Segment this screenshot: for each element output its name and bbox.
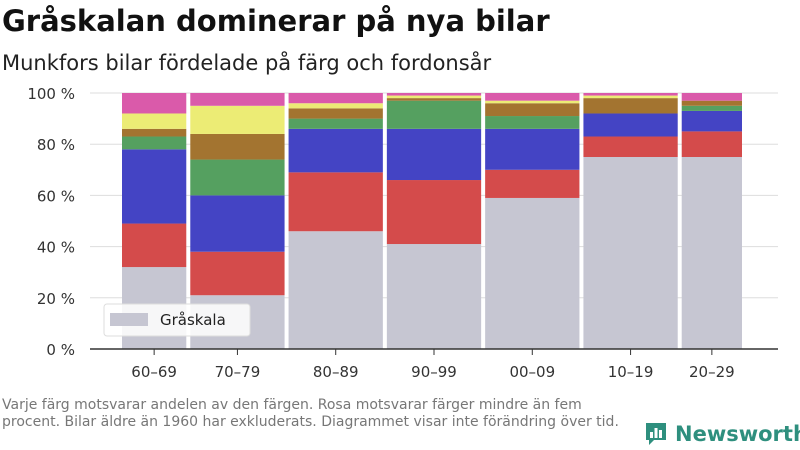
bar-segment	[485, 128, 580, 170]
axes: 0 % 20 % 40 % 60 % 80 % 100 % 60–69 70–79 80–89 9…	[27, 85, 778, 381]
bar-segment	[485, 103, 580, 117]
bar-segment	[122, 136, 187, 150]
bar-segment	[190, 105, 285, 134]
footnote: Varje färg motsvarar andelen av den färg…	[2, 397, 619, 430]
bar-segment	[485, 100, 580, 104]
bar-segment	[583, 93, 678, 96]
bar-segment	[681, 110, 742, 132]
x-tick-label: 10–19	[608, 363, 654, 381]
bar-segment	[288, 118, 383, 129]
bar-segment	[122, 93, 187, 114]
chart-subtitle: Munkfors bilar fördelade på färg och for…	[2, 51, 492, 75]
bar-segment	[288, 103, 383, 109]
bar-segment	[288, 172, 383, 232]
bar-segment	[681, 105, 742, 111]
bar-segment	[288, 128, 383, 173]
bar-segment	[681, 157, 742, 349]
bar-segment	[190, 133, 285, 160]
bar-segment	[485, 197, 580, 349]
bar-segment	[288, 231, 383, 349]
x-tick-label: 80–89	[313, 363, 359, 381]
y-tick-label: 20 %	[37, 290, 75, 308]
bar-segment	[485, 116, 580, 129]
brand-logo: Newsworthy	[644, 419, 800, 449]
y-tick-label: 80 %	[37, 136, 75, 154]
bar-segment	[583, 113, 678, 137]
bar-segment	[485, 169, 580, 198]
bar-segment	[386, 93, 482, 96]
legend: Gråskala	[103, 303, 251, 337]
bar-segment	[190, 93, 285, 106]
bar-segment	[583, 157, 678, 349]
bar-segment	[583, 98, 678, 114]
bar-chart-logo-icon	[646, 423, 666, 445]
bar-segment	[122, 149, 187, 224]
bar-segment	[122, 223, 187, 268]
y-tick-label: 0 %	[46, 341, 75, 359]
y-tick-label: 60 %	[37, 187, 75, 205]
brand-name: Newsworthy	[675, 422, 800, 446]
bar-segment	[681, 100, 742, 106]
y-tick-label: 100 %	[27, 85, 75, 103]
bar-segment	[288, 93, 383, 104]
x-tick-label: 70–79	[215, 363, 261, 381]
bar-segment	[386, 95, 482, 99]
bar-segment	[386, 100, 482, 129]
bar-segment	[386, 128, 482, 181]
bar-segment	[681, 93, 742, 101]
bar-segment	[681, 131, 742, 157]
legend-swatch	[110, 313, 148, 326]
bar-segment	[386, 98, 482, 101]
legend-box	[103, 303, 251, 337]
bar-segment	[190, 159, 285, 196]
bar-segment	[386, 180, 482, 245]
bar-segment	[583, 95, 678, 99]
bar-segment	[386, 244, 482, 349]
legend-label: Gråskala	[160, 311, 226, 329]
bar-segment	[122, 128, 187, 137]
stacked-bar-chart: 0 % 20 % 40 % 60 % 80 % 100 % 60–69 70–79 80–89 9…	[27, 85, 778, 381]
bar-segment	[190, 251, 285, 296]
x-tick-label: 20–29	[689, 363, 735, 381]
x-tick-label: 00–09	[509, 363, 555, 381]
bar-segment	[122, 113, 187, 129]
y-tick-label: 40 %	[37, 239, 75, 257]
bar-segment	[288, 108, 383, 119]
x-tick-label: 60–69	[131, 363, 177, 381]
bar-segment	[190, 195, 285, 252]
bar-segment	[485, 93, 580, 101]
bar-segment	[583, 136, 678, 157]
x-tick-label: 90–99	[411, 363, 457, 381]
chart-title: Gråskalan dominerar på nya bilar	[2, 4, 550, 38]
